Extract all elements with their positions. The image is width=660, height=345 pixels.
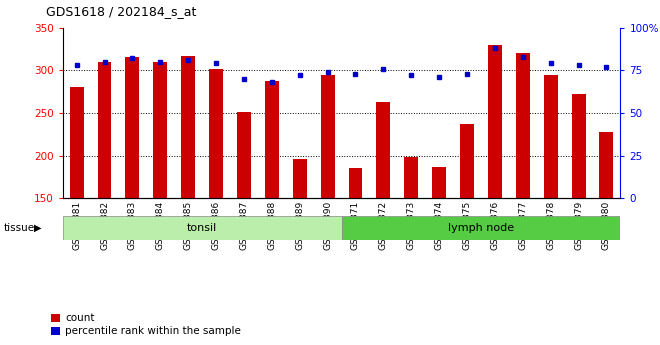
- Bar: [405, 157, 418, 198]
- Bar: [348, 168, 362, 198]
- Text: GDS1618 / 202184_s_at: GDS1618 / 202184_s_at: [46, 5, 197, 18]
- Bar: [544, 76, 558, 198]
- Bar: [153, 62, 167, 198]
- Text: tonsil: tonsil: [187, 223, 217, 233]
- Bar: [321, 75, 335, 198]
- Bar: [209, 69, 223, 198]
- Bar: [98, 62, 112, 198]
- Text: ▶: ▶: [34, 223, 42, 233]
- Bar: [293, 159, 307, 198]
- Bar: [572, 94, 585, 198]
- Bar: [342, 216, 620, 240]
- Bar: [460, 124, 474, 198]
- Text: tissue: tissue: [3, 223, 34, 233]
- Text: lymph node: lymph node: [448, 223, 514, 233]
- Bar: [599, 132, 613, 198]
- Bar: [376, 102, 390, 198]
- Bar: [488, 45, 502, 198]
- Bar: [182, 56, 195, 198]
- Bar: [237, 112, 251, 198]
- Bar: [125, 58, 139, 198]
- Legend: count, percentile rank within the sample: count, percentile rank within the sample: [51, 313, 241, 336]
- Bar: [516, 53, 530, 198]
- Bar: [265, 80, 279, 198]
- Bar: [70, 87, 84, 198]
- Bar: [432, 167, 446, 198]
- Bar: [63, 216, 342, 240]
